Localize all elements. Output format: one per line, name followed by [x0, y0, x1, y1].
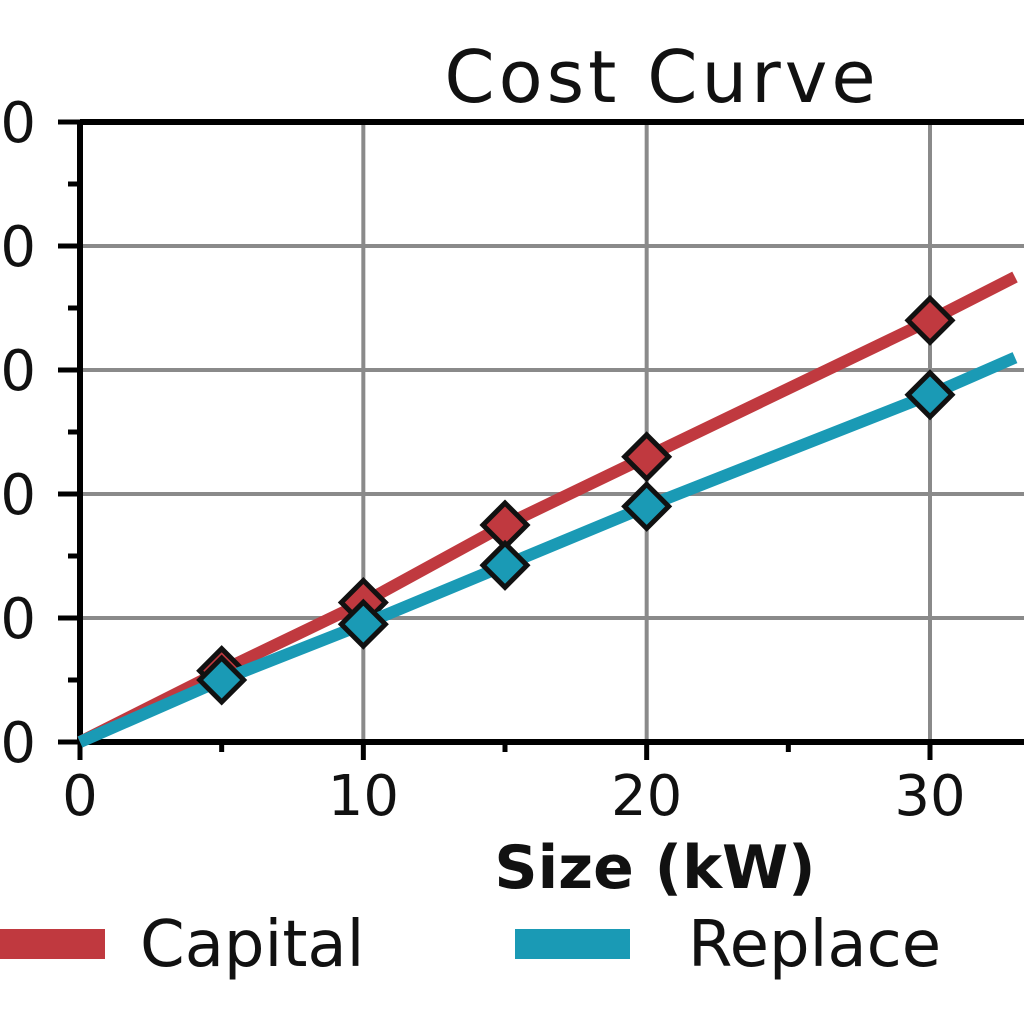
axes: [58, 119, 1024, 760]
legend-item-replace: Replace: [515, 908, 941, 982]
x-tick-label: 10: [328, 764, 399, 829]
data-point-replace: [621, 480, 673, 532]
y-tick-label: 0: [0, 339, 36, 404]
x-axis-label: Size (kW): [494, 833, 815, 903]
legend-label: Replace: [688, 908, 941, 982]
data-point-capital: [621, 431, 673, 483]
data-point-replace: [196, 654, 248, 706]
y-tick-label: 0: [0, 215, 36, 280]
y-tick-label: 0: [0, 91, 36, 156]
y-tick-label: 0: [0, 587, 36, 652]
data-point-replace: [904, 369, 956, 421]
series-layer: [77, 271, 1018, 748]
data-point-replace: [479, 539, 531, 591]
x-tick-label: 30: [894, 764, 965, 829]
legend-swatch: [515, 929, 630, 959]
grid-lines: [80, 120, 1024, 742]
series-replace: [77, 352, 1018, 748]
chart-title: Cost Curve: [444, 35, 879, 119]
y-tick-label: 0: [0, 711, 36, 776]
data-point-capital: [904, 294, 956, 346]
x-tick-label: 20: [611, 764, 682, 829]
legend-item-capital: Capital: [0, 908, 364, 982]
legend-label: Capital: [140, 908, 364, 982]
y-tick-label: 0: [0, 463, 36, 528]
legend-swatch: [0, 929, 105, 959]
data-point-replace: [337, 598, 389, 650]
legend: Capital Replace: [0, 908, 941, 982]
x-tick-label: 0: [62, 764, 98, 829]
